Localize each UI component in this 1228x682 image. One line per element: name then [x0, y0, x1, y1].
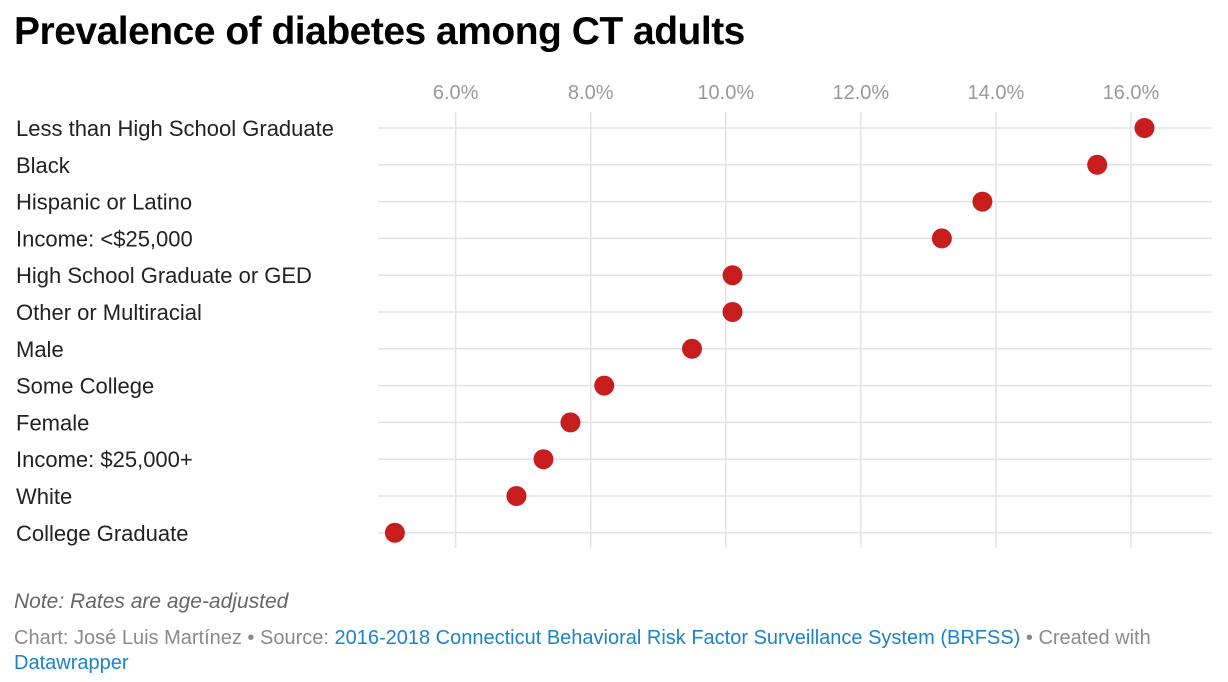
data-dot	[533, 449, 554, 470]
category-label: White	[16, 484, 72, 509]
source-link[interactable]: 2016-2018 Connecticut Behavioral Risk Fa…	[334, 627, 1021, 649]
data-dot	[1087, 154, 1108, 175]
x-tick-label: 16.0%	[1103, 82, 1160, 104]
data-dot	[594, 375, 615, 396]
category-label: Less than High School Graduate	[16, 116, 334, 141]
created-text: • Created with	[1020, 627, 1151, 649]
data-dot	[682, 338, 703, 359]
chart-source: Chart: José Luis Martínez • Source: 2016…	[14, 626, 1214, 676]
datawrapper-link[interactable]: Datawrapper	[14, 652, 129, 674]
data-dot	[931, 228, 952, 249]
category-label: Male	[16, 337, 64, 362]
category-label: Other or Multiracial	[16, 300, 202, 325]
category-label: Hispanic or Latino	[16, 190, 192, 215]
credit-text: Chart: José Luis Martínez • Source:	[14, 627, 335, 649]
category-label: Income: <$25,000	[16, 226, 193, 251]
data-dot	[1134, 118, 1155, 138]
category-label: Income: $25,000+	[16, 447, 193, 472]
category-label: College Graduate	[16, 521, 188, 546]
data-dot	[560, 412, 581, 433]
category-label: High School Graduate or GED	[16, 263, 312, 288]
x-tick-label: 10.0%	[697, 82, 754, 104]
x-tick-label: 8.0%	[568, 82, 614, 104]
data-dot	[506, 486, 527, 506]
data-dot	[384, 522, 405, 543]
x-tick-label: 14.0%	[968, 82, 1025, 104]
data-dot	[972, 191, 993, 212]
x-tick-label: 6.0%	[433, 82, 479, 104]
chart-note: Note: Rates are age-adjusted	[14, 590, 289, 613]
x-tick-label: 12.0%	[832, 82, 889, 104]
chart-title: Prevalence of diabetes among CT adults	[14, 10, 745, 53]
category-label: Some College	[16, 374, 154, 399]
category-label: Black	[16, 153, 71, 178]
data-dot	[722, 302, 743, 322]
dot-chart: 6.0% 8.0% 10.0% 12.0% 14.0% 16.0% Less than Hi…	[16, 82, 1212, 548]
data-dot	[722, 265, 743, 286]
category-label: Female	[16, 410, 89, 435]
